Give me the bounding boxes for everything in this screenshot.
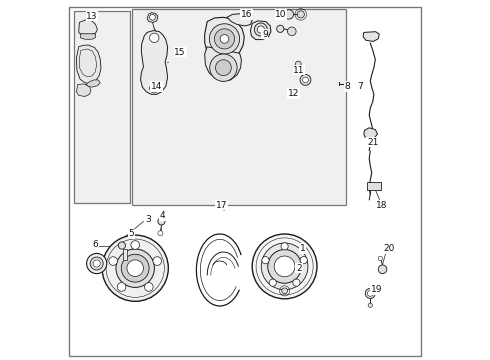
Polygon shape [364, 128, 377, 139]
Text: 10: 10 [275, 10, 287, 19]
Circle shape [274, 256, 295, 277]
Text: 19: 19 [370, 285, 382, 294]
Polygon shape [86, 80, 100, 87]
Circle shape [93, 260, 100, 267]
Polygon shape [76, 45, 101, 84]
Polygon shape [250, 21, 271, 40]
Circle shape [220, 35, 229, 43]
Polygon shape [80, 34, 96, 39]
Circle shape [149, 84, 159, 93]
Circle shape [145, 283, 153, 291]
Text: 21: 21 [367, 138, 378, 147]
Text: 16: 16 [241, 10, 252, 19]
Text: 13: 13 [86, 12, 98, 21]
Circle shape [378, 256, 383, 261]
Polygon shape [227, 14, 252, 26]
Text: 14: 14 [151, 82, 163, 91]
Circle shape [300, 75, 311, 85]
Circle shape [127, 260, 144, 276]
Text: 3: 3 [145, 215, 151, 224]
Polygon shape [363, 32, 379, 41]
Polygon shape [205, 17, 245, 61]
Text: 2: 2 [296, 264, 302, 273]
Circle shape [102, 235, 169, 301]
Circle shape [117, 283, 126, 291]
Text: 17: 17 [216, 201, 227, 210]
Circle shape [210, 54, 237, 81]
Circle shape [368, 291, 373, 296]
Circle shape [116, 249, 154, 287]
Polygon shape [205, 47, 242, 81]
Bar [132, 9, 346, 205]
Polygon shape [141, 31, 168, 94]
Bar [74, 11, 130, 203]
Circle shape [282, 288, 288, 294]
Circle shape [215, 29, 235, 49]
Circle shape [378, 265, 387, 274]
Text: 6: 6 [93, 240, 98, 249]
Circle shape [257, 26, 265, 33]
Circle shape [158, 218, 165, 225]
Circle shape [295, 61, 301, 67]
Circle shape [209, 24, 240, 54]
Text: 12: 12 [288, 89, 299, 98]
Circle shape [149, 14, 155, 20]
Polygon shape [147, 13, 158, 22]
Circle shape [297, 11, 304, 18]
Polygon shape [79, 20, 98, 34]
Circle shape [131, 241, 140, 249]
Circle shape [216, 60, 231, 76]
Text: 1: 1 [300, 244, 305, 253]
Circle shape [281, 243, 288, 250]
Text: 11: 11 [293, 66, 305, 75]
Circle shape [365, 288, 375, 298]
Text: 9: 9 [262, 30, 268, 39]
Circle shape [153, 257, 162, 265]
Circle shape [122, 254, 149, 282]
Text: 18: 18 [376, 201, 388, 210]
Text: 20: 20 [383, 244, 394, 253]
Circle shape [158, 231, 163, 236]
Circle shape [300, 257, 307, 264]
Text: 15: 15 [174, 48, 186, 57]
Bar [368, 182, 381, 190]
Circle shape [90, 257, 103, 270]
Circle shape [277, 25, 284, 32]
Bar [123, 249, 127, 260]
Circle shape [252, 234, 317, 299]
Circle shape [254, 23, 268, 36]
Circle shape [262, 257, 269, 264]
Circle shape [118, 242, 125, 249]
Circle shape [284, 10, 294, 19]
Text: 7: 7 [357, 82, 363, 91]
Circle shape [269, 279, 276, 286]
Circle shape [109, 257, 118, 265]
Circle shape [303, 77, 308, 83]
Text: 8: 8 [345, 82, 350, 91]
Circle shape [368, 303, 372, 307]
Text: 5: 5 [129, 230, 134, 239]
Circle shape [87, 253, 107, 274]
Circle shape [149, 33, 159, 42]
Circle shape [261, 243, 308, 290]
Circle shape [288, 27, 296, 36]
Text: 4: 4 [159, 211, 165, 220]
Polygon shape [76, 84, 91, 96]
Circle shape [268, 249, 301, 283]
Circle shape [293, 279, 300, 286]
